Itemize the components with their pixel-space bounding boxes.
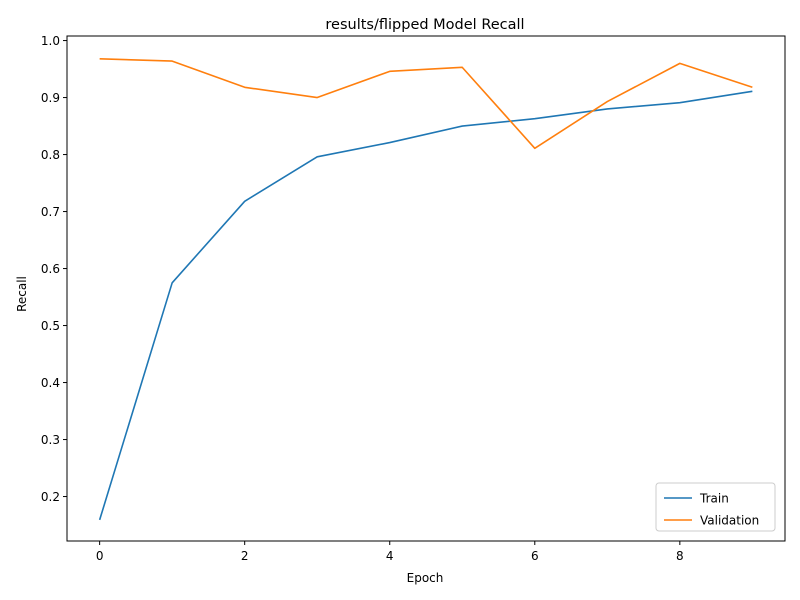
y-tick-label: 0.9 <box>41 91 60 105</box>
y-tick-label: 0.8 <box>41 148 60 162</box>
x-tick-label: 6 <box>531 549 539 563</box>
legend-box <box>655 482 776 532</box>
x-tick-label: 8 <box>676 549 684 563</box>
y-tick-label: 0.7 <box>41 205 60 219</box>
x-tick-label: 2 <box>241 549 249 563</box>
series-lines <box>98 58 753 521</box>
x-tick-label: 0 <box>96 549 104 563</box>
x-tick-label: 4 <box>386 549 394 563</box>
y-tick-label: 0.2 <box>41 490 60 504</box>
y-tick-label: 0.4 <box>41 376 60 390</box>
y-tick-label: 1.0 <box>41 34 60 48</box>
y-tick-label: 0.5 <box>41 319 60 333</box>
y-tick-label: 0.3 <box>41 433 60 447</box>
legend-label-validation: Validation <box>700 514 759 528</box>
plot-area <box>66 35 786 542</box>
y-axis-label: Recall <box>15 276 29 312</box>
legend-label-train: Train <box>699 492 729 506</box>
plot-frame <box>66 35 786 542</box>
series-line-validation <box>99 58 753 150</box>
y-tick-label: 0.6 <box>41 262 60 276</box>
legend: Train Validation <box>655 482 776 532</box>
x-axis-label: Epoch <box>407 571 444 585</box>
y-axis: 0.2 0.3 0.4 0.5 0.6 0.7 0.8 0.9 1.0 <box>41 34 67 504</box>
x-axis: 0 2 4 6 8 <box>96 541 684 563</box>
series-line-train <box>98 90 753 521</box>
chart-title: results/flipped Model Recall <box>325 17 524 33</box>
